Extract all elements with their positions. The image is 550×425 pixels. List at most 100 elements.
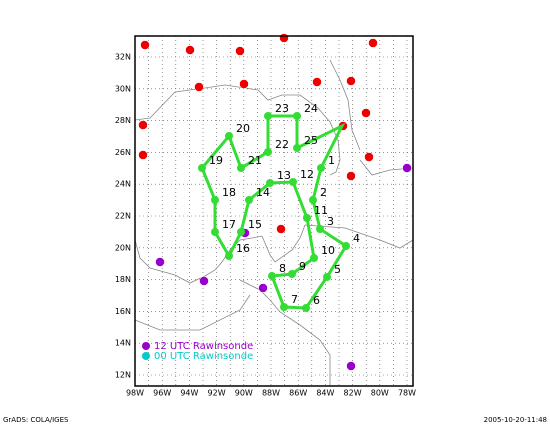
- waypoint-label: 18: [222, 186, 236, 199]
- waypoint: [225, 132, 233, 140]
- waypoint-label: 22: [275, 138, 289, 151]
- rawinsonde-site: [346, 76, 356, 86]
- lon-label: 98W: [126, 389, 144, 398]
- rawinsonde-site: [346, 171, 356, 181]
- rawinsonde-site: [279, 33, 289, 43]
- waypoint: [316, 225, 324, 233]
- lat-label: 14N: [115, 339, 131, 348]
- waypoint-label: 17: [222, 218, 236, 231]
- waypoint-label: 16: [236, 242, 250, 255]
- lon-label: 88W: [262, 389, 280, 398]
- waypoint: [280, 303, 288, 311]
- lon-label: 86W: [289, 389, 307, 398]
- waypoint: [293, 144, 301, 152]
- lat-label: 28N: [115, 116, 131, 125]
- waypoint: [211, 228, 219, 236]
- waypoint: [264, 148, 272, 156]
- waypoint-label: 12: [300, 168, 314, 181]
- lon-label: 90W: [235, 389, 253, 398]
- coastline: [134, 59, 414, 386]
- lat-label: 18N: [115, 275, 131, 284]
- waypoint: [237, 164, 245, 172]
- lon-label: 92W: [208, 389, 226, 398]
- lat-label: 20N: [115, 243, 131, 252]
- lat-label: 22N: [115, 212, 131, 221]
- waypoint: [342, 242, 350, 250]
- waypoint: [237, 228, 245, 236]
- rawinsonde-site: [239, 79, 249, 89]
- legend-label: 12 UTC Rawinsonde: [154, 341, 253, 352]
- waypoint: [268, 272, 276, 280]
- waypoint-label: 2: [320, 186, 327, 199]
- lat-label: 16N: [115, 307, 131, 316]
- waypoint-label: 9: [299, 260, 306, 273]
- waypoint-label: 25: [304, 134, 318, 147]
- waypoint-label: 4: [353, 232, 360, 245]
- waypoint: [211, 196, 219, 204]
- waypoint-label: 8: [279, 262, 286, 275]
- waypoint-label: 10: [321, 244, 335, 257]
- waypoint-label: 3: [327, 215, 334, 228]
- waypoint: [225, 252, 233, 260]
- waypoint: [288, 270, 296, 278]
- waypoint-label: 7: [291, 293, 298, 306]
- lon-label: 82W: [344, 389, 362, 398]
- legend-swatch-12utc: [142, 342, 150, 350]
- waypoint: [323, 273, 331, 281]
- waypoint: [266, 179, 274, 187]
- waypoint-label: 14: [256, 186, 270, 199]
- waypoint-label: 1: [328, 154, 335, 167]
- waypoint: [293, 112, 301, 120]
- lat-label: 30N: [115, 84, 131, 93]
- rawinsonde-site: [346, 361, 356, 371]
- lon-label: 78W: [398, 389, 416, 398]
- waypoint-label: 20: [236, 122, 250, 135]
- waypoint: [198, 164, 206, 172]
- map-frame: [134, 35, 414, 387]
- footer-right: 2005-10-20-11:48: [484, 416, 547, 424]
- lat-label: 26N: [115, 148, 131, 157]
- rawinsonde-site: [140, 40, 150, 50]
- rawinsonde-site: [194, 82, 204, 92]
- lon-label: 84W: [316, 389, 334, 398]
- waypoint-label: 19: [209, 154, 223, 167]
- legend-label: 00 UTC Rawinsonde: [154, 351, 253, 362]
- rawinsonde-site: [199, 276, 209, 286]
- lon-label: 80W: [371, 389, 389, 398]
- rawinsonde-site: [312, 77, 322, 87]
- waypoint: [302, 304, 310, 312]
- legend-swatch-00utc: [142, 352, 150, 360]
- rawinsonde-site: [361, 108, 371, 118]
- rawinsonde-site: [185, 45, 195, 55]
- waypoint-label: 23: [275, 102, 289, 115]
- rawinsonde-site: [276, 224, 286, 234]
- rawinsonde-site: [138, 120, 148, 130]
- waypoint-label: 24: [304, 102, 318, 115]
- waypoint-label: 5: [334, 263, 341, 276]
- waypoint: [245, 196, 253, 204]
- footer-left: GrADS: COLA/IGES: [3, 416, 69, 424]
- lat-label: 32N: [115, 53, 131, 62]
- rawinsonde-site: [258, 283, 268, 293]
- lat-label: 24N: [115, 180, 131, 189]
- rawinsonde-site: [364, 152, 374, 162]
- waypoint-label: 21: [248, 154, 262, 167]
- waypoint: [310, 254, 318, 262]
- rawinsonde-site: [138, 150, 148, 160]
- waypoint: [309, 196, 317, 204]
- rawinsonde-site: [155, 257, 165, 267]
- waypoint-label: 11: [314, 204, 328, 217]
- waypoint: [264, 112, 272, 120]
- lon-label: 96W: [153, 389, 171, 398]
- waypoint: [289, 178, 297, 186]
- waypoint: [303, 214, 311, 222]
- rawinsonde-site: [235, 46, 245, 56]
- lat-label: 12N: [115, 371, 131, 380]
- lon-label: 94W: [180, 389, 198, 398]
- waypoint-label: 15: [248, 218, 262, 231]
- waypoint-label: 6: [313, 294, 320, 307]
- rawinsonde-site: [402, 163, 412, 173]
